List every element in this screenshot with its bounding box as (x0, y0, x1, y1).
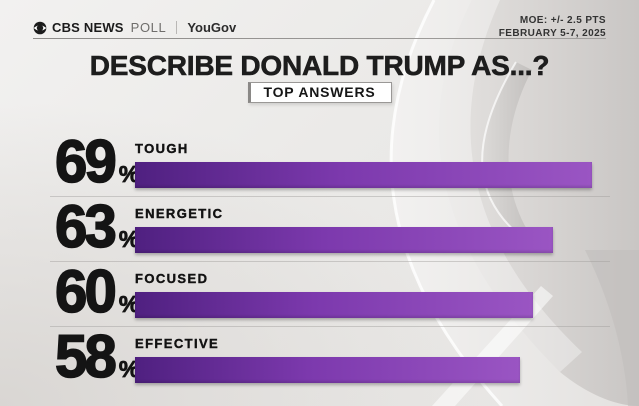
bar-row: 60% FOCUSED (50, 261, 615, 333)
brand-cbs-news: CBS NEWS (52, 20, 124, 35)
bar-value: 60% (54, 258, 140, 325)
top-answers-badge: TOP ANSWERS (247, 82, 392, 103)
bar-rows: 69% TOUGH 63% ENERGETIC 60% FOCUSED 58% EFFECTI… (50, 131, 615, 398)
bar-row: 69% TOUGH (50, 131, 615, 203)
bar-label: EFFECTIVE (135, 336, 220, 351)
bar-label: ENERGETIC (135, 206, 224, 221)
row-divider-line (50, 326, 610, 327)
row-divider-line (50, 261, 610, 262)
bar-value: 58% (54, 323, 140, 390)
brand-yougov: YouGov (187, 20, 237, 35)
bar-label: FOCUSED (135, 271, 209, 286)
bar-value: 69% (54, 128, 140, 195)
bar (135, 357, 520, 383)
row-divider-line (50, 196, 610, 197)
cbs-eye-icon (33, 21, 47, 34)
bar (135, 227, 553, 253)
bar-label: TOUGH (135, 141, 189, 156)
brand-poll: POLL (130, 20, 167, 35)
header: CBS NEWS POLL YouGov MOE: +/- 2.5 PTS FE… (33, 14, 606, 40)
brand-lockup: CBS NEWS POLL YouGov (33, 20, 236, 35)
bar-row: 63% ENERGETIC (50, 196, 615, 268)
page-title: DESCRIBE DONALD TRUMP AS...? (89, 50, 550, 82)
moe-line2: FEBRUARY 5-7, 2025 (498, 28, 606, 40)
margin-of-error: MOE: +/- 2.5 PTS FEBRUARY 5-7, 2025 (499, 14, 606, 40)
bar (135, 292, 533, 318)
bar-value: 63% (54, 193, 140, 260)
bar (135, 162, 592, 188)
brand-divider (176, 21, 178, 34)
moe-line1: MOE: +/- 2.5 PTS (519, 15, 606, 26)
bar-row: 58% EFFECTIVE (54, 326, 615, 398)
header-divider-line (33, 38, 606, 39)
